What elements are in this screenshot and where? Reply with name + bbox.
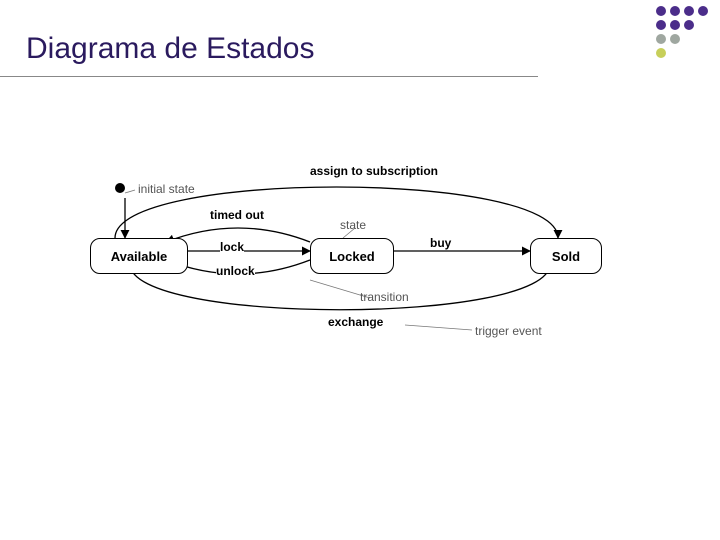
edge-label-exchange: exchange — [328, 315, 383, 329]
decor-dot — [670, 62, 680, 72]
slide: Diagrama de Estados Available Locked Sol… — [0, 0, 720, 540]
state-sold: Sold — [530, 238, 602, 274]
decor-dot — [656, 6, 666, 16]
initial-state-dot — [115, 183, 125, 193]
decor-dot — [684, 34, 694, 44]
decor-dot — [698, 20, 708, 30]
decor-dot — [656, 48, 666, 58]
edge-label-lock: lock — [220, 240, 244, 254]
annotation-trigger-event: trigger event — [475, 324, 542, 338]
state-available: Available — [90, 238, 188, 274]
annotation-initial-state: initial state — [138, 182, 195, 196]
edge-label-unlock: unlock — [216, 264, 255, 278]
edge-label-buy: buy — [430, 236, 451, 250]
decor-dot — [684, 48, 694, 58]
decor-dot — [670, 20, 680, 30]
decor-dot — [670, 6, 680, 16]
title-underline — [0, 76, 538, 77]
state-diagram: Available Locked Sold assign to subscrip… — [60, 150, 660, 380]
decor-dot — [684, 20, 694, 30]
annotation-transition: transition — [360, 290, 409, 304]
annotation-state: state — [340, 218, 366, 232]
corner-dot-grid — [656, 6, 710, 74]
decor-dot — [684, 62, 694, 72]
decor-dot — [670, 34, 680, 44]
decor-dot — [656, 62, 666, 72]
slide-title: Diagrama de Estados — [26, 32, 315, 66]
decor-dot — [656, 34, 666, 44]
decor-dot — [684, 6, 694, 16]
edge-label-timed-out: timed out — [210, 208, 264, 222]
decor-dot — [656, 20, 666, 30]
decor-dot — [698, 34, 708, 44]
state-locked: Locked — [310, 238, 394, 274]
decor-dot — [698, 6, 708, 16]
decor-dot — [698, 62, 708, 72]
decor-dot — [670, 48, 680, 58]
decor-dot — [698, 48, 708, 58]
edge-label-assign: assign to subscription — [310, 164, 438, 178]
